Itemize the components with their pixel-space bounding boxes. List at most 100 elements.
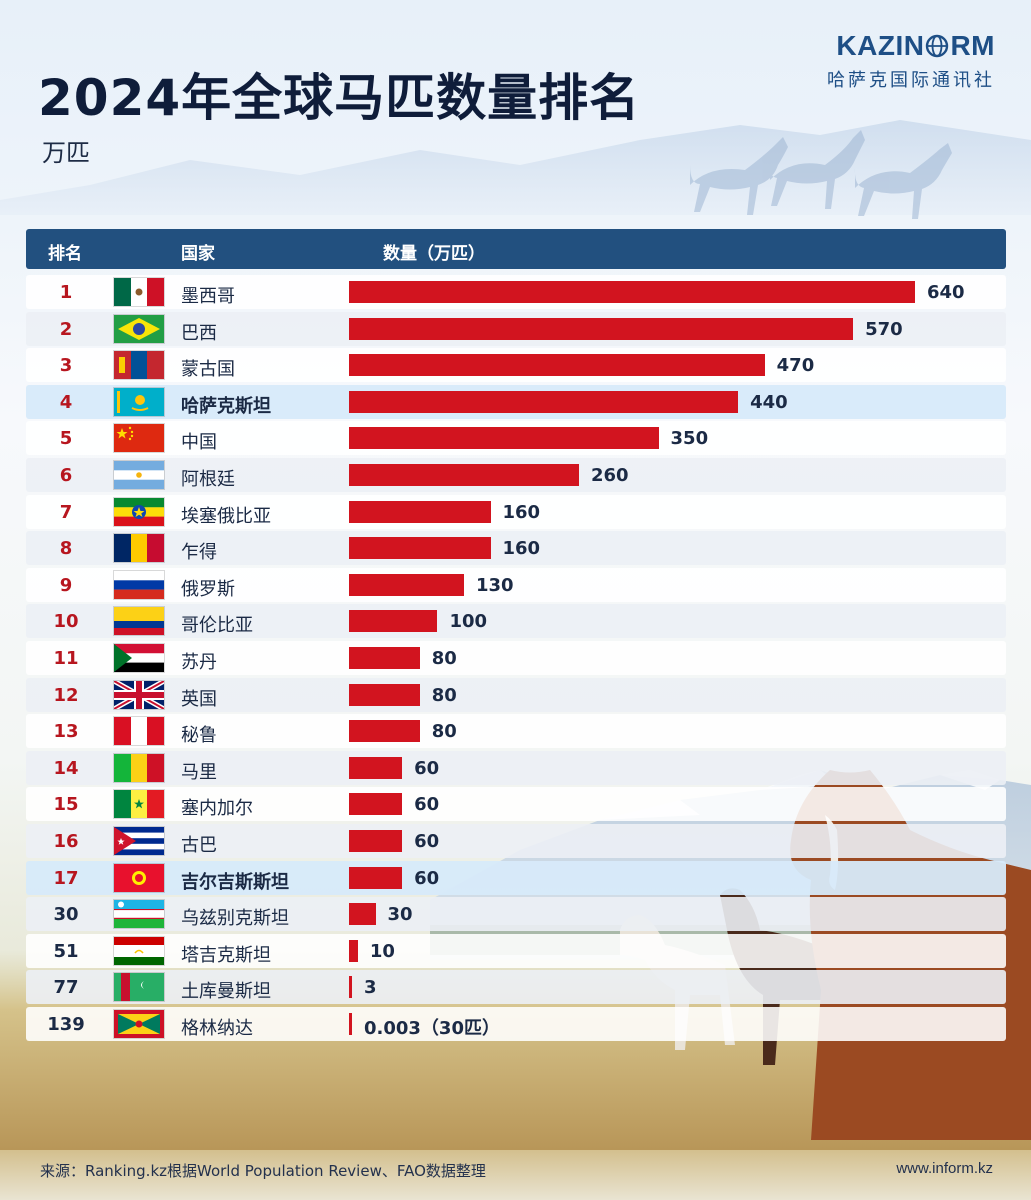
value-label: 100 (449, 611, 488, 633)
kazinform-logo: KAZIN RM (836, 30, 995, 62)
value-bar (349, 427, 659, 450)
turkmenistan-flag-icon (114, 973, 164, 1002)
value-bar (349, 830, 403, 852)
country-name: 土库曼斯坦 (181, 981, 271, 1003)
table-row: 30 乌兹别克斯坦 30 (26, 897, 1006, 932)
table-row: 4 哈萨克斯坦 440 (26, 384, 1006, 419)
value-label: 60 (414, 867, 440, 889)
value-label: 470 (776, 355, 815, 377)
kyrgyzstan-flag-icon (114, 863, 164, 892)
value-bar (349, 756, 403, 779)
value-label: 160 (502, 538, 541, 560)
value-bar (349, 537, 491, 560)
rank-number: 17 (53, 867, 79, 889)
table-row: 8 乍得 160 (26, 531, 1006, 566)
unit-label: 万匹 (42, 139, 90, 167)
table-row: 12 英国 80 (26, 677, 1006, 712)
value-label: 130 (475, 574, 514, 596)
table-row: 1 墨西哥 640 (26, 275, 1006, 309)
value-bar (349, 1013, 352, 1035)
value-bar (349, 939, 358, 962)
value-label: 3 (364, 977, 377, 999)
value-bar (349, 354, 765, 377)
value-bar (349, 647, 420, 669)
rank-number: 16 (53, 831, 79, 852)
argentina-flag-icon (114, 461, 164, 489)
mexico-flag-icon (114, 278, 164, 306)
sudan-flag-icon (114, 644, 164, 672)
value-label: 80 (431, 721, 457, 743)
value-bar (349, 464, 579, 486)
value-label: 60 (414, 794, 440, 816)
rank-number: 10 (53, 611, 79, 633)
russia-flag-icon (114, 570, 164, 599)
rank-number: 77 (53, 977, 79, 999)
table-row: 139 格林纳达 0.003（30匹） (26, 1007, 1006, 1041)
tajikistan-flag-icon (114, 936, 164, 965)
value-label: 440 (750, 391, 788, 413)
table-row: 3 蒙古国 470 (26, 348, 1006, 383)
value-label: 30 (387, 904, 413, 926)
country-name: 哥伦比亚 (181, 615, 253, 637)
table-row: 7 埃塞俄比亚 160 (26, 494, 1006, 529)
country-name: 墨西哥 (181, 286, 235, 307)
table-row: 6 阿根廷 260 (26, 458, 1006, 492)
uzbekistan-flag-icon (114, 900, 164, 929)
value-label: 160 (502, 501, 541, 523)
value-label: 80 (431, 648, 457, 669)
table-row: 17 吉尔吉斯斯坦 60 (26, 860, 1006, 895)
chad-flag-icon (114, 534, 164, 563)
country-name: 塞内加尔 (181, 798, 253, 820)
logo-text-right: RM (950, 30, 995, 61)
rank-number: 6 (59, 465, 73, 486)
value-bar (349, 683, 420, 706)
rank-number: 11 (53, 648, 79, 669)
table-row: 16 古巴 60 (26, 824, 1006, 858)
cuba-flag-icon (114, 827, 164, 855)
country-name: 哈萨克斯坦 (181, 395, 271, 417)
rank-number: 3 (59, 355, 73, 377)
country-name: 秘鲁 (181, 725, 217, 747)
header-country: 国家 (181, 244, 215, 264)
rank-number: 15 (53, 794, 79, 816)
rank-number: 7 (59, 501, 73, 523)
rank-number: 139 (47, 1014, 85, 1035)
country-name: 乍得 (181, 542, 217, 564)
country-name: 格林纳达 (181, 1018, 253, 1039)
value-bar (349, 390, 739, 413)
rank-number: 9 (59, 574, 73, 596)
table-row: 77 土库曼斯坦 3 (26, 970, 1006, 1005)
rank-number: 1 (59, 282, 73, 303)
table-header: 排名 国家 数量（万匹） (26, 229, 1006, 269)
value-bar (349, 720, 420, 743)
value-label: 350 (670, 428, 709, 450)
country-name: 古巴 (181, 835, 217, 856)
table-row: 2 巴西 570 (26, 311, 1006, 346)
rank-number: 5 (59, 428, 73, 450)
value-label: 570 (865, 318, 903, 340)
country-name: 马里 (181, 761, 217, 783)
country-name: 苏丹 (181, 652, 217, 673)
country-name: 英国 (181, 688, 217, 710)
website-link[interactable]: www.inform.kz (896, 1160, 993, 1177)
running-horses-silhouette (690, 130, 952, 219)
rank-number: 2 (59, 318, 73, 340)
value-label: 60 (414, 831, 440, 852)
page-title: 2024年全球马匹数量排名 (38, 69, 641, 127)
country-name: 中国 (181, 432, 217, 454)
table-row: 9 俄罗斯 130 (26, 567, 1006, 602)
header-quantity: 数量（万匹） (383, 244, 485, 264)
table-row: 15 塞内加尔 60 (26, 787, 1006, 822)
table-row: 14 马里 60 (26, 750, 1006, 785)
value-label: 0.003（30匹） (364, 1018, 500, 1039)
country-name: 埃塞俄比亚 (181, 505, 271, 527)
rank-number: 13 (53, 721, 79, 743)
table-row: 11 苏丹 80 (26, 641, 1006, 675)
table-row: 51 塔吉克斯坦 10 (26, 933, 1006, 968)
table-row: 5 中国 350 (26, 421, 1006, 456)
colombia-flag-icon (114, 607, 164, 636)
country-name: 塔吉克斯坦 (181, 944, 271, 966)
ethiopia-flag-icon (114, 497, 164, 526)
value-bar (349, 500, 491, 523)
value-bar (349, 281, 915, 303)
